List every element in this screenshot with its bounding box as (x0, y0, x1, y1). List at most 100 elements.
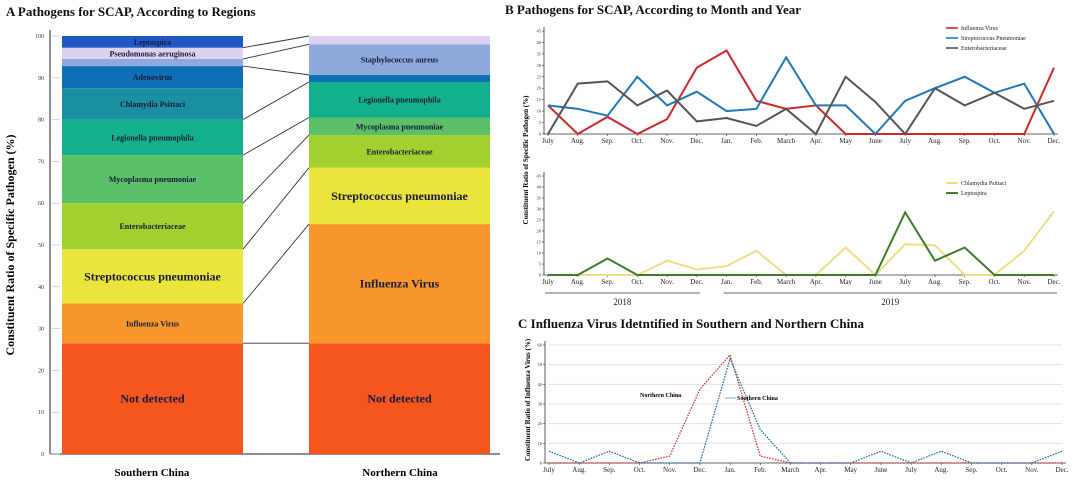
x-tick-label: Feb. (754, 466, 767, 474)
y-tick-label: 20 (537, 86, 542, 91)
segment-label-chlamydia-psittaci: Chlamydia Psittaci (120, 100, 186, 109)
y-tick-label: 60 (538, 343, 543, 348)
y-tick-label: 45 (537, 174, 542, 179)
panel-a-title: A Pathogens for SCAP, According to Regio… (6, 4, 256, 19)
y-tick-label: 5 (539, 262, 542, 267)
panel-b-ylabel: Constituent Ratio of Specific Pathogen (… (522, 95, 530, 225)
bar-segment-southern-china-not-detected (62, 343, 243, 454)
panel-c-ylabel: Constituent Ratio of Influenza Virus (%) (524, 338, 532, 461)
connector-mycoplasma-pneumoniae (242, 117, 310, 156)
x-tick-label: June (869, 278, 882, 286)
x-tick-label: Nov. (1018, 278, 1032, 286)
bar-segment-southern-china-chlamydia-psittaci (62, 88, 243, 120)
y-tick-label: 5 (539, 120, 542, 125)
connector-pseudomonas-aeruginosa (242, 35, 310, 49)
y-tick-label: 30 (537, 207, 542, 212)
panel-c: C Influenza Virus Idetntified in Souther… (518, 316, 1069, 474)
x-tick-label: Sep. (959, 137, 972, 145)
x-tick-label: Sep. (965, 466, 978, 474)
y-tick-label: 40 (537, 185, 542, 190)
segment-label-mycoplasma-pneumoniae: Mycoplasma pneumoniae (109, 175, 197, 184)
series-line-influenza-virus (547, 49, 1055, 136)
y-tick-label: 0 (539, 132, 542, 137)
y-tick-label: 40 (537, 40, 542, 45)
bar-segment-southern-china-adenovirus (62, 66, 243, 89)
series-line-chlamydia-psittaci (548, 210, 1055, 277)
segment-label-enterobacteriaceae: Enterobacteriaceae (119, 222, 185, 231)
y-tick-label: 30 (38, 327, 44, 333)
segment-label-legionella-pneumophila: Legionella pneumophila (358, 96, 440, 105)
panel-a-bars: Not detected Influenza Virus Streptococcus… (62, 36, 490, 454)
y-tick-label: 25 (537, 218, 542, 223)
x-tick-label: July (899, 278, 911, 286)
y-tick-label: 35 (537, 196, 542, 201)
legend-label-streptococcus-pneumoniae: Streptococcus Pneumoniae (961, 36, 1026, 42)
x-tick-label: Nov. (1018, 137, 1032, 145)
segment-label-legionella-pneumophila: Legionella pneumophila (111, 133, 193, 142)
connector-influenza-virus (242, 223, 310, 304)
y-tick-label: 0 (539, 273, 542, 278)
x-tick-label: July (542, 278, 554, 286)
x-tick-label: June (869, 137, 882, 145)
x-tick-label: Oct. (989, 278, 1001, 286)
x-tick-label: Apr. (810, 278, 823, 286)
bar-segment-northern-china-adenovirus (309, 74, 490, 82)
y-tick-label: 20 (38, 368, 44, 374)
bar-segment-southern-china-leptospira (62, 36, 243, 48)
series-line-leptospira (548, 210, 1054, 276)
x-tick-label: Aug. (928, 137, 942, 145)
x-tick-label: Feb. (750, 137, 763, 145)
bar-segment-northern-china-legionella-pneumophila (309, 81, 490, 118)
legend-label-leptospira: Leptospira (961, 191, 987, 197)
bar-segment-southern-china-staphylococcus-aureus (62, 58, 243, 67)
x-tick-label: Dec. (1055, 466, 1068, 474)
y-tick-label: 25 (537, 74, 542, 79)
segment-label-adenovirus: Adenovirus (133, 73, 173, 82)
x-tick-label: Sep. (959, 278, 972, 286)
y-tick-label: 70 (38, 159, 44, 165)
x-tick-label: Dec. (1047, 137, 1060, 145)
segment-label-streptococcus-pneumoniae: Streptococcus pneumoniae (84, 269, 221, 283)
x-tick-label: Apr. (810, 137, 823, 145)
bar-segment-southern-china-pseudomonas-aeruginosa (62, 47, 243, 59)
y-tick-label: 10 (537, 109, 542, 114)
y-tick-label: 40 (38, 285, 44, 291)
x-tick-label: Aug. (571, 278, 585, 286)
panel-b-top-plot: 0 5 10 15 20 25 30 35 40 45 July Aug. Sep. Oct. Nov. De… (537, 25, 1061, 145)
series-line-enterobacteriaceae (547, 75, 1055, 136)
y-tick-label: 10 (537, 251, 542, 256)
panel-b-bottom-plot: 0 5 10 15 20 25 30 35 40 45 July Aug. Sep. Oct. Nov. De… (537, 172, 1061, 286)
bar-segment-southern-china-influenza-virus (62, 303, 243, 344)
x-tick-label: Apr. (814, 466, 827, 474)
y-tick-label: 10 (38, 410, 44, 416)
x-tick-label: Dec. (690, 137, 703, 145)
bar-segment-southern-china-mycoplasma-pneumoniae (62, 155, 243, 204)
connector-enterobacteriaceae (242, 134, 310, 204)
x-tick-label: Dec. (1047, 278, 1060, 286)
annotation-northern-china: Northern China (640, 393, 681, 399)
x-tick-label: Oct. (631, 278, 643, 286)
x-tick-label: Feb. (750, 278, 763, 286)
series-line-northern-china (549, 353, 1062, 464)
x-tick-label: May (839, 278, 852, 286)
y-tick-label: 0 (540, 461, 543, 466)
x-tick-label: Oct. (634, 466, 646, 474)
year-label-2018: 2018 (613, 297, 632, 307)
y-tick-label: 30 (537, 63, 542, 68)
segment-label-staphylococcus-aureus: Staphylococcus aureus (361, 56, 438, 65)
y-tick-label: 50 (38, 243, 44, 249)
x-tick-label: July (543, 466, 555, 474)
panel-c-title: C Influenza Virus Idetntified in Souther… (518, 316, 864, 331)
x-tick-label: March (777, 137, 796, 145)
y-tick-label: 100 (35, 34, 44, 40)
x-tick-label: Aug. (572, 466, 586, 474)
bar-segment-southern-china-enterobacteriaceae (62, 203, 243, 250)
segment-label-not-detected: Not detected (120, 392, 185, 406)
x-tick-label: Sep. (603, 466, 616, 474)
segment-label-pseudomonas-aeruginosa: Pseudomonas aeruginosa (109, 49, 195, 58)
x-tick-label: Aug. (928, 278, 942, 286)
legend-label-enterobacteriaceae: Enterobacteriaceae (961, 46, 1007, 52)
category-label-northern: Northern China (362, 467, 438, 479)
bar-segment-southern-china-streptococcus-pneumoniae (62, 249, 243, 304)
